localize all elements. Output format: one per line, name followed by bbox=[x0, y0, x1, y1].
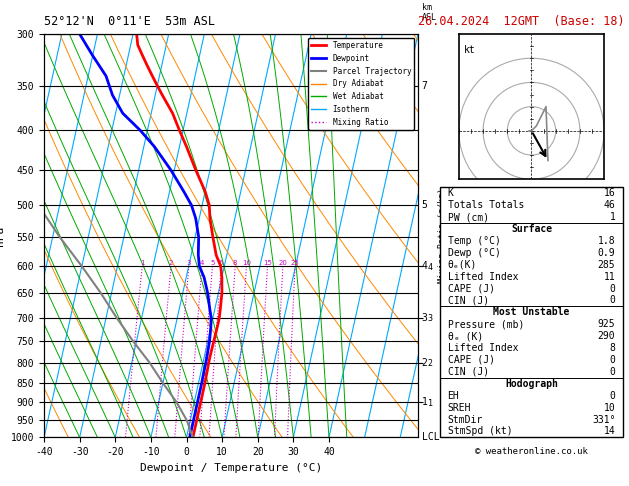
Text: km
ASL: km ASL bbox=[422, 2, 437, 22]
Text: θₑ(K): θₑ(K) bbox=[448, 260, 477, 270]
Text: Surface: Surface bbox=[511, 224, 552, 234]
Text: Lifted Index: Lifted Index bbox=[448, 343, 518, 353]
Text: 3: 3 bbox=[187, 260, 191, 266]
Text: 25: 25 bbox=[291, 260, 299, 266]
Text: 15: 15 bbox=[263, 260, 272, 266]
Text: © weatheronline.co.uk: © weatheronline.co.uk bbox=[475, 447, 588, 456]
Text: θₑ (K): θₑ (K) bbox=[448, 331, 483, 341]
Text: 6: 6 bbox=[219, 260, 223, 266]
Text: Lifted Index: Lifted Index bbox=[448, 272, 518, 281]
FancyBboxPatch shape bbox=[440, 187, 623, 437]
Text: 10: 10 bbox=[604, 402, 615, 413]
Text: K: K bbox=[448, 188, 454, 198]
Text: 16: 16 bbox=[604, 188, 615, 198]
Text: 26.04.2024  12GMT  (Base: 18): 26.04.2024 12GMT (Base: 18) bbox=[418, 15, 625, 28]
Text: 2: 2 bbox=[169, 260, 173, 266]
Text: StmSpd (kt): StmSpd (kt) bbox=[448, 426, 512, 436]
Text: 0: 0 bbox=[610, 283, 615, 294]
Text: CAPE (J): CAPE (J) bbox=[448, 355, 494, 365]
Y-axis label: hPa: hPa bbox=[0, 226, 5, 246]
Y-axis label: Mixing Ratio (g/kg): Mixing Ratio (g/kg) bbox=[438, 188, 447, 283]
Text: 285: 285 bbox=[598, 260, 615, 270]
Text: 1.8: 1.8 bbox=[598, 236, 615, 246]
Text: 4: 4 bbox=[422, 261, 428, 271]
Text: Dewp (°C): Dewp (°C) bbox=[448, 248, 501, 258]
Text: 290: 290 bbox=[598, 331, 615, 341]
Text: 20: 20 bbox=[279, 260, 287, 266]
Text: 2: 2 bbox=[422, 358, 428, 367]
Text: 0: 0 bbox=[610, 295, 615, 305]
Text: 8: 8 bbox=[233, 260, 238, 266]
Text: Most Unstable: Most Unstable bbox=[493, 307, 570, 317]
Legend: Temperature, Dewpoint, Parcel Trajectory, Dry Adiabat, Wet Adiabat, Isotherm, Mi: Temperature, Dewpoint, Parcel Trajectory… bbox=[308, 38, 415, 130]
Text: 14: 14 bbox=[604, 426, 615, 436]
Text: CIN (J): CIN (J) bbox=[448, 367, 489, 377]
Text: 1: 1 bbox=[610, 212, 615, 222]
Text: 925: 925 bbox=[598, 319, 615, 329]
Text: 10: 10 bbox=[242, 260, 251, 266]
Text: EH: EH bbox=[448, 391, 459, 401]
Text: SREH: SREH bbox=[448, 402, 471, 413]
Text: CAPE (J): CAPE (J) bbox=[448, 283, 494, 294]
Text: 0: 0 bbox=[610, 367, 615, 377]
Text: 0: 0 bbox=[610, 391, 615, 401]
Text: 0: 0 bbox=[610, 355, 615, 365]
Text: 11: 11 bbox=[604, 272, 615, 281]
Text: 8: 8 bbox=[610, 343, 615, 353]
Text: LCL: LCL bbox=[422, 433, 440, 442]
Text: PW (cm): PW (cm) bbox=[448, 212, 489, 222]
Text: 4: 4 bbox=[200, 260, 204, 266]
Text: 52°12'N  0°11'E  53m ASL: 52°12'N 0°11'E 53m ASL bbox=[44, 15, 215, 28]
X-axis label: Dewpoint / Temperature (°C): Dewpoint / Temperature (°C) bbox=[140, 463, 322, 473]
Text: 46: 46 bbox=[604, 200, 615, 210]
Text: kt: kt bbox=[464, 45, 476, 55]
Text: 1: 1 bbox=[422, 397, 428, 407]
Text: 3: 3 bbox=[422, 313, 428, 323]
Text: Temp (°C): Temp (°C) bbox=[448, 236, 501, 246]
Text: 331°: 331° bbox=[592, 415, 615, 425]
Text: Hodograph: Hodograph bbox=[505, 379, 558, 389]
Text: 7: 7 bbox=[422, 81, 428, 91]
Text: Pressure (mb): Pressure (mb) bbox=[448, 319, 524, 329]
Text: StmDir: StmDir bbox=[448, 415, 483, 425]
Text: Totals Totals: Totals Totals bbox=[448, 200, 524, 210]
Text: 5: 5 bbox=[210, 260, 214, 266]
Text: 5: 5 bbox=[422, 200, 428, 210]
Text: CIN (J): CIN (J) bbox=[448, 295, 489, 305]
Text: 1: 1 bbox=[140, 260, 145, 266]
Text: 0.9: 0.9 bbox=[598, 248, 615, 258]
